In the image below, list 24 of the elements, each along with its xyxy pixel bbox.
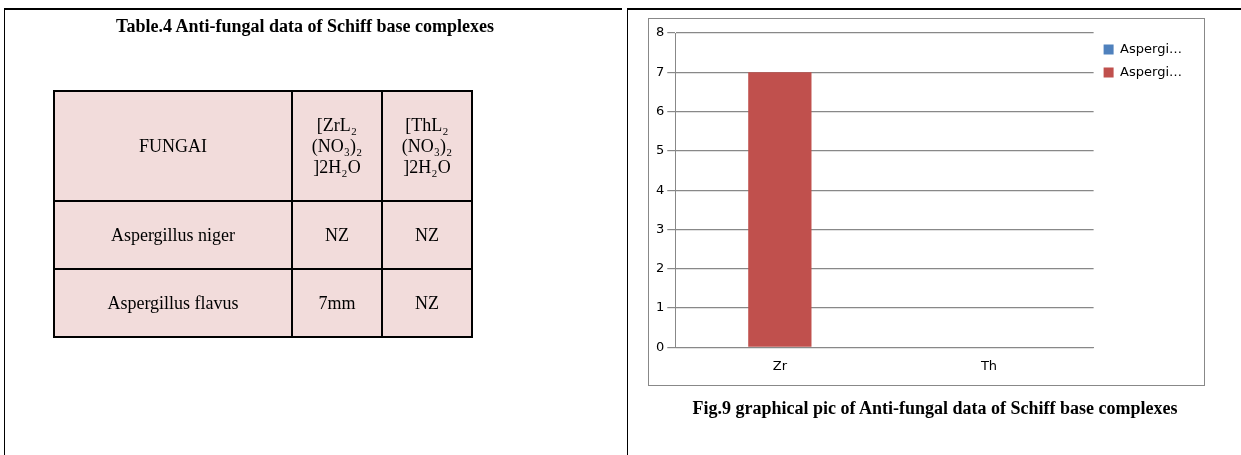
- text: Aspergillus niger: [54, 201, 292, 269]
- y-tick-label: 4: [655, 181, 665, 197]
- y-tick-label: 0: [655, 338, 665, 354]
- text: 7mm: [292, 269, 382, 337]
- y-tick-label: 5: [655, 142, 665, 158]
- y-tick-label: 2: [655, 260, 665, 276]
- text: Aspergillus flavus: [54, 269, 292, 337]
- text: Table.4 Anti-fungal data of Schiff base complexes: [115, 16, 495, 37]
- x-tick-label: Th: [979, 357, 998, 373]
- y-tick-label: 8: [655, 24, 665, 40]
- x-tick-label: Zr: [772, 357, 788, 373]
- text: NZ: [382, 201, 472, 269]
- text: [ZrL₂ (NO₃)₂ ]2H₂O: [292, 91, 382, 201]
- y-tick-label: 6: [655, 102, 665, 118]
- text: NZ: [382, 269, 472, 337]
- legend-label: Aspergi…: [1120, 40, 1183, 56]
- y-tick-label: 3: [655, 220, 665, 236]
- text: NZ: [292, 201, 382, 269]
- text: FUNGAI: [54, 91, 292, 201]
- text: Fig.9 graphical pic of Anti-fungal data of Schiff base complexes: [691, 398, 1179, 419]
- text: [ThL₂ (NO₃)₂ ]2H₂O: [382, 91, 472, 201]
- y-tick-label: 7: [655, 63, 665, 79]
- y-tick-label: 1: [655, 299, 665, 315]
- legend-label: Aspergi…: [1120, 63, 1183, 79]
